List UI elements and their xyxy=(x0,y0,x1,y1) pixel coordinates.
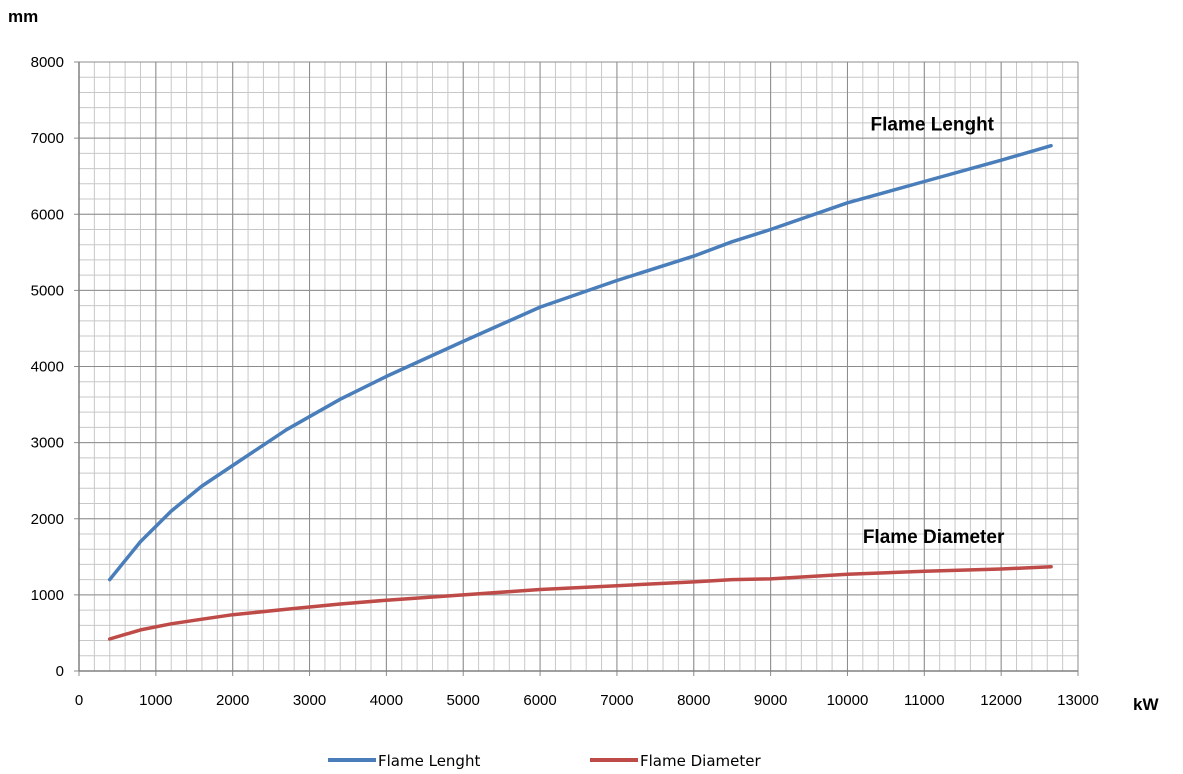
annotation-flame-length: Flame Lenght xyxy=(871,115,995,136)
y-tick-label: 5000 xyxy=(31,282,64,299)
y-axis-tick-labels: 0 1000 2000 3000 4000 5000 6000 7000 8000 xyxy=(31,54,64,680)
x-axis-tick-labels: 0 1000 2000 3000 4000 5000 6000 7000 8000 9000 100… xyxy=(75,692,1099,709)
y-tick-label: 0 xyxy=(56,663,64,680)
x-tick-label: 6000 xyxy=(523,692,556,709)
x-tick-label: 13000 xyxy=(1057,692,1099,709)
x-tick-label: 2000 xyxy=(216,692,249,709)
x-tick-label: 11000 xyxy=(904,692,945,709)
x-tick-label: 8000 xyxy=(677,692,710,709)
y-tick-label: 2000 xyxy=(31,511,64,528)
y-tick-label: 6000 xyxy=(31,206,64,223)
annotation-flame-diameter: Flame Diameter xyxy=(863,527,1005,548)
x-tick-label: 4000 xyxy=(370,692,403,709)
legend: Flame Lenght Flame Diameter xyxy=(328,752,761,770)
x-tick-label: 0 xyxy=(75,692,83,709)
x-axis-unit-label: kW xyxy=(1133,695,1159,714)
y-tick-label: 3000 xyxy=(31,435,64,452)
x-tick-label: 5000 xyxy=(447,692,480,709)
series-lines xyxy=(107,143,1053,641)
legend-label-flame-diameter: Flame Diameter xyxy=(640,752,761,770)
y-tick-label: 4000 xyxy=(31,359,64,376)
axes xyxy=(78,62,1078,672)
y-tick-label: 1000 xyxy=(31,587,64,604)
y-tick-label: 8000 xyxy=(31,54,64,71)
y-tick-label: 7000 xyxy=(31,130,64,147)
x-tick-label: 3000 xyxy=(293,692,326,709)
x-tick-label: 9000 xyxy=(754,692,787,709)
major-gridlines xyxy=(74,61,1079,676)
x-tick-label: 12000 xyxy=(980,692,1022,709)
y-axis-unit-label: mm xyxy=(8,7,38,26)
series-line-flame-length xyxy=(107,143,1053,582)
series-line-flame-diameter xyxy=(107,564,1053,641)
x-tick-label: 10000 xyxy=(827,692,869,709)
x-tick-label: 7000 xyxy=(600,692,633,709)
legend-label-flame-length: Flame Lenght xyxy=(378,752,480,770)
x-tick-label: 1000 xyxy=(139,692,172,709)
